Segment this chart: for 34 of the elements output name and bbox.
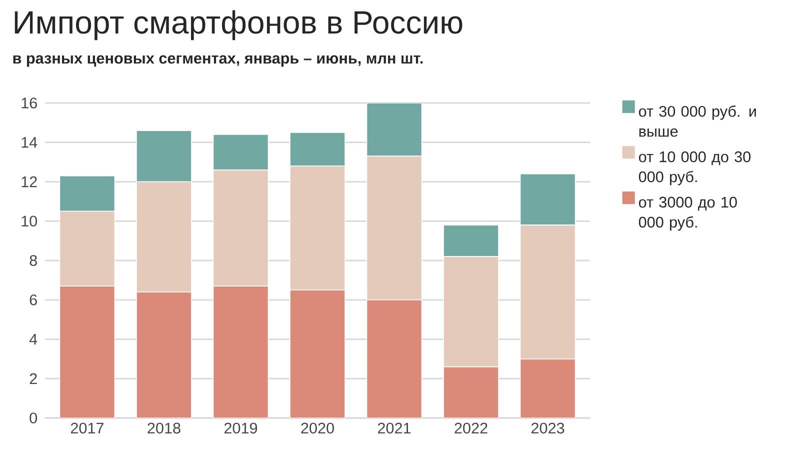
y-tick-label: 14 [22,137,38,148]
x-tick-label: 2021 [378,422,411,434]
bar [290,132,346,166]
x-tick-label: 2020 [301,422,334,434]
chart-subtitle: в разных ценовых сегментах, январь – июнь, млн шт. [13,55,423,67]
x-tick-label: 2022 [454,422,488,434]
y-tick-label: 12 [22,176,37,188]
bar [60,286,115,418]
bar [443,224,499,257]
legend-label: от 10 000 до 30 000 руб. [638,151,751,186]
bar [366,300,422,418]
bar [520,173,576,226]
y-tick-label: 16 [22,98,37,108]
bar [290,290,345,418]
y-tick-label: 2 [30,373,37,384]
x-tick-label: 2017 [70,422,104,434]
legend-label: от 3000 до 10 000 руб. [638,196,737,231]
x-tick-label: 2023 [532,422,564,434]
x-tick-label: 2019 [224,422,258,434]
y-tick-label: 10 [22,216,38,227]
y-tick-label: 8 [30,255,37,266]
y-tick-label: 0 [30,412,38,424]
bar [520,358,576,418]
bar [212,134,269,170]
y-tick-label: 4 [29,334,38,345]
bar [136,130,192,182]
y-tick-label: 6 [30,294,37,306]
bar [444,366,499,418]
x-tick-label: 2018 [148,422,180,434]
bar [366,103,422,157]
bar [136,292,192,418]
chart-title: Импорт смартфонов в Россию [14,10,462,40]
bar [213,286,268,418]
bar [59,175,116,212]
